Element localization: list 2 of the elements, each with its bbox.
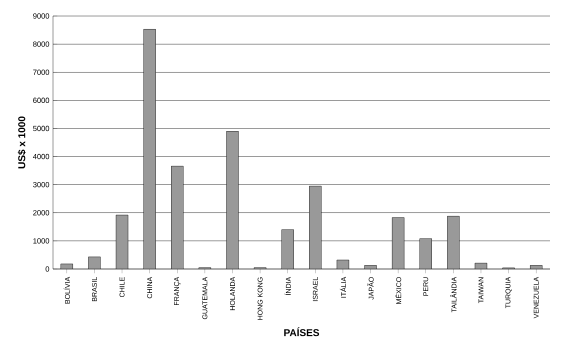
y-axis-title: US$ x 1000 <box>18 116 26 168</box>
x-axis-title: PAÍSES <box>284 327 320 336</box>
